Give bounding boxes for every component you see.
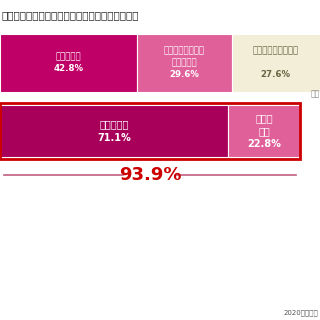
Text: どちらともいえない

27.6%: どちらともいえない 27.6% xyxy=(253,47,299,79)
Text: 顏の上半分
71.1%: 顏の上半分 71.1% xyxy=(97,119,131,143)
Text: 半分の印象・下半分の印象、どちらが大切だと思: 半分の印象・下半分の印象、どちらが大切だと思 xyxy=(2,10,140,20)
Bar xyxy=(0,105,228,157)
Text: どち: どち xyxy=(311,89,320,98)
Bar xyxy=(228,105,300,157)
Text: どちら
顏の
22.8%: どちら 顏の 22.8% xyxy=(247,113,281,149)
Text: 93.9%: 93.9% xyxy=(119,166,181,184)
Bar xyxy=(0,34,137,92)
Text: 顏の上半分
42.8%: 顏の上半分 42.8% xyxy=(53,52,84,73)
Text: どちらかというと
顏の上半分
29.6%: どちらかというと 顏の上半分 29.6% xyxy=(164,47,205,79)
Bar xyxy=(0,103,300,159)
Bar xyxy=(137,34,232,92)
Bar xyxy=(232,34,320,92)
Text: 2020年大正製: 2020年大正製 xyxy=(283,309,318,316)
